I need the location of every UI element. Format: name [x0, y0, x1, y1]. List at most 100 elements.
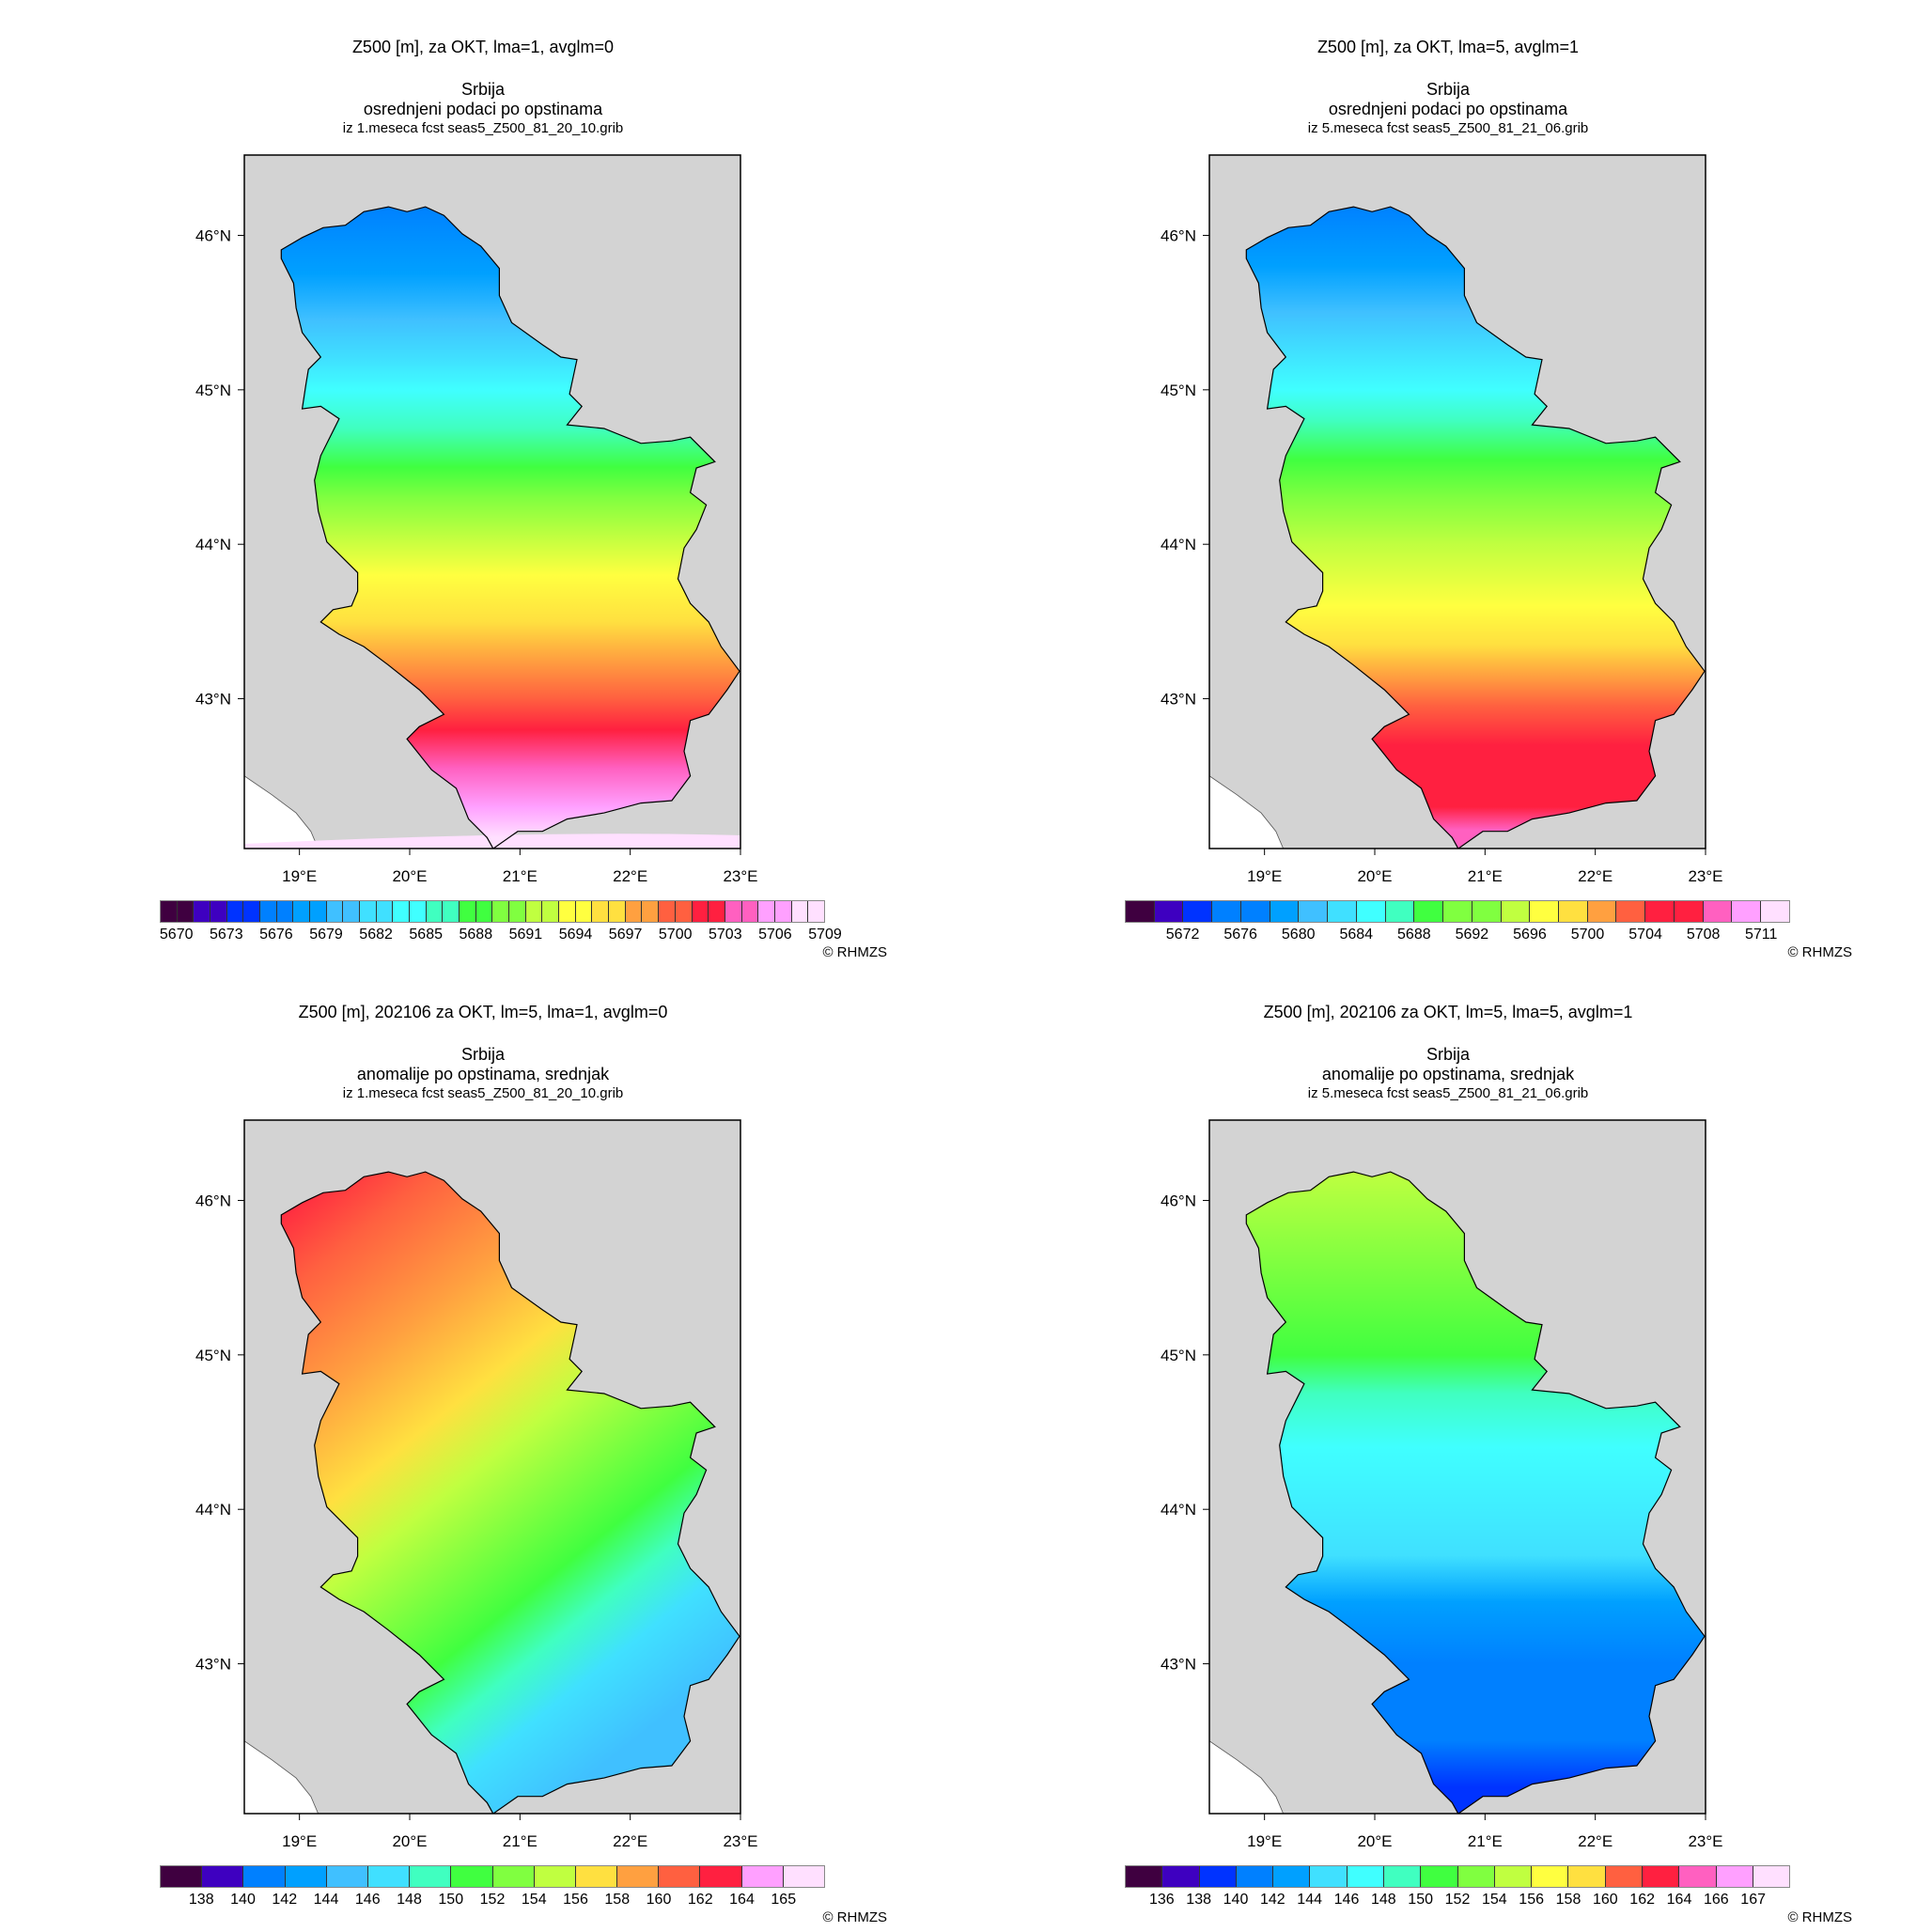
colorbar-box	[1126, 901, 1155, 922]
colorbar-box	[559, 901, 576, 922]
colorbar-box	[326, 901, 344, 922]
colorbar-label: 5706	[758, 927, 792, 943]
colorbar-label: 5709	[808, 927, 842, 943]
colorbar-box	[243, 901, 261, 922]
lat-tick-label: 46°N	[1161, 226, 1196, 244]
colorbar-box	[675, 901, 693, 922]
colorbar-box	[1299, 901, 1329, 922]
map-frame	[1208, 154, 1706, 849]
lon-tick-label: 23°E	[1688, 867, 1722, 885]
colorbar-box	[1605, 1866, 1643, 1887]
plot-title: Z500 [m], za OKT, lma=5, avglm=1	[1317, 38, 1580, 56]
colorbar-box	[1732, 901, 1762, 922]
colorbar-box	[1154, 901, 1184, 922]
colorbar-box	[343, 901, 361, 922]
plot-subtitle: anomalije po opstinama, srednjak	[1321, 1065, 1575, 1083]
lat-tick-label: 44°N	[195, 536, 231, 553]
colorbar-label: 162	[687, 1892, 713, 1908]
map-panel-1: Z500 [m], za OKT, lma=1, avglm=0 Srbija …	[0, 0, 966, 966]
lon-tick-label: 20°E	[392, 1832, 427, 1850]
plot-title: Z500 [m], 202106 za OKT, lm=5, lma=1, av…	[298, 1003, 668, 1021]
colorbar-label: 5696	[1513, 927, 1547, 943]
colorbar-label: 142	[272, 1892, 298, 1908]
lat-tick-label: 45°N	[195, 1347, 231, 1364]
serbia-municipalities-fill	[280, 1171, 740, 1814]
lon-tick-label: 19°E	[282, 867, 317, 885]
colorbar-box	[1347, 1866, 1384, 1887]
colorbar-box	[326, 1866, 368, 1887]
colorbar-box	[509, 901, 526, 922]
map-panel-4: Z500 [m], 202106 za OKT, lm=5, lma=5, av…	[965, 965, 1931, 1931]
colorbar-label: 160	[1592, 1892, 1618, 1908]
colorbar-box	[758, 901, 775, 922]
lon-tick-label: 20°E	[392, 867, 427, 885]
lat-tick-label: 43°N	[195, 691, 231, 709]
colorbar-box	[1494, 1866, 1533, 1887]
lon-tick-label: 23°E	[723, 1832, 757, 1850]
colorbar-box	[642, 901, 660, 922]
colorbar-box	[285, 1866, 327, 1887]
colorbar-box	[659, 1866, 701, 1887]
lat-tick-label: 44°N	[195, 1501, 231, 1519]
colorbar-label: 160	[646, 1892, 672, 1908]
colorbar-box	[1753, 1866, 1790, 1887]
lat-tick-label: 45°N	[1161, 382, 1196, 399]
lon-tick-label: 21°E	[1468, 867, 1503, 885]
colorbar-box	[310, 901, 327, 922]
neighbor-country-area	[1209, 1740, 1285, 1814]
colorbar-box	[475, 901, 493, 922]
map-panel-2: Z500 [m], za OKT, lma=5, avglm=1 Srbija …	[965, 0, 1931, 966]
colorbar-box	[1457, 1866, 1495, 1887]
lon-tick-label: 22°E	[613, 1832, 647, 1850]
colorbar-box	[724, 901, 742, 922]
lat-tick-label: 45°N	[1161, 1347, 1196, 1364]
region-name: Srbija	[460, 80, 506, 99]
colorbar-box	[492, 1866, 535, 1887]
colorbar-box	[625, 901, 643, 922]
colorbar-label: 5670	[159, 927, 194, 943]
colorbar-box	[360, 901, 377, 922]
colorbar-box	[410, 1866, 452, 1887]
colorbar-label: 5700	[658, 927, 693, 943]
colorbar-box	[443, 901, 460, 922]
colorbar-label: 164	[1666, 1892, 1692, 1908]
colorbar-box	[1532, 1866, 1569, 1887]
colorbar-label: 166	[1703, 1892, 1729, 1908]
colorbar-label: 138	[1186, 1892, 1212, 1908]
plot-subtitle: anomalije po opstinama, srednjak	[356, 1065, 610, 1083]
colorbar-label: 5704	[1628, 927, 1662, 943]
colorbar-label: 5679	[309, 927, 343, 943]
colorbar-box	[367, 1866, 411, 1887]
colorbar-label: 5694	[558, 927, 593, 943]
colorbar-box	[1126, 1866, 1163, 1887]
colorbar-box	[1383, 1866, 1422, 1887]
colorbar-label: 146	[354, 1892, 381, 1908]
colorbar-label: 5708	[1686, 927, 1721, 943]
map-frame	[1208, 1119, 1706, 1815]
lon-tick-label: 21°E	[1468, 1832, 1503, 1850]
colorbar-box	[525, 901, 543, 922]
plot-subtitle: osrednjeni podaci po opstinama	[1328, 100, 1568, 118]
plot-subtitle: osrednjeni podaci po opstinama	[363, 100, 603, 118]
colorbar-box	[659, 901, 676, 922]
lon-tick-label: 22°E	[613, 867, 647, 885]
colorbar-label: 5676	[259, 927, 293, 943]
colorbar-box	[161, 1866, 203, 1887]
lon-tick-label: 21°E	[503, 1832, 538, 1850]
colorbar-box	[617, 1866, 660, 1887]
colorbar-label: 148	[397, 1892, 422, 1908]
plot-title: Z500 [m], 202106 za OKT, lm=5, lma=5, av…	[1263, 1003, 1633, 1021]
neighbor-country-area	[1209, 775, 1285, 849]
colorbar-label: 140	[230, 1892, 256, 1908]
colorbar-box	[1162, 1866, 1200, 1887]
colorbar-label: 152	[479, 1892, 506, 1908]
colorbar-box	[1642, 1866, 1680, 1887]
colorbar-box	[1616, 901, 1646, 922]
colorbar-box	[1443, 901, 1472, 922]
colorbar-box	[376, 901, 394, 922]
lon-tick-label: 21°E	[503, 867, 538, 885]
colorbar-box	[692, 901, 709, 922]
colorbar-label: 144	[1297, 1892, 1323, 1908]
colorbar-box	[700, 1866, 742, 1887]
region-name: Srbija	[1426, 80, 1471, 99]
